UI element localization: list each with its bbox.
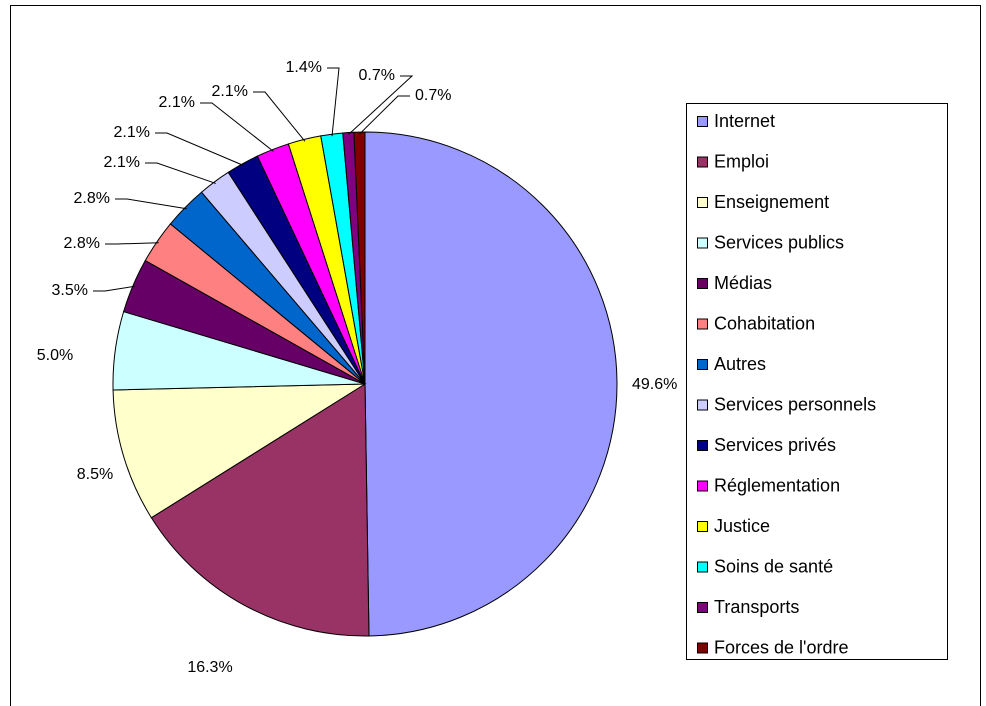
data-label: 2.8%: [64, 235, 100, 252]
leader-line: [93, 285, 135, 292]
legend-swatch: [697, 521, 708, 532]
data-label: 16.3%: [187, 659, 232, 676]
legend-swatch: [697, 116, 708, 127]
legend-swatch: [697, 237, 708, 249]
legend-box: [686, 103, 948, 660]
data-label: 0.7%: [415, 87, 451, 104]
leader-line: [155, 132, 244, 166]
legend-label: Forces de l'ordre: [714, 637, 849, 657]
data-label: 2.8%: [74, 190, 110, 207]
legend-label: Réglementation: [714, 475, 840, 495]
data-label: 2.1%: [159, 94, 195, 111]
data-label: 49.6%: [632, 376, 677, 393]
legend-swatch: [697, 359, 708, 370]
data-label: 2.1%: [114, 124, 150, 141]
legend-label: Transports: [714, 597, 799, 617]
leader-line: [105, 242, 159, 245]
leader-line: [145, 162, 216, 184]
legend-label: Justice: [714, 516, 770, 536]
pie-slice: [112, 383, 367, 519]
data-label: 3.5%: [52, 282, 88, 299]
legend-swatch: [697, 480, 708, 492]
pie-slice: [150, 383, 370, 637]
data-label: 1.4%: [286, 59, 322, 76]
data-label: 8.5%: [77, 466, 113, 483]
data-label: 5.0%: [37, 347, 73, 364]
legend-label: Services privés: [714, 435, 836, 455]
leader-line: [359, 95, 410, 135]
legend-swatch: [697, 318, 708, 330]
legend-label: Soins de santé: [714, 556, 833, 576]
data-label: 2.1%: [104, 154, 140, 171]
legend-swatch: [697, 156, 708, 168]
leader-line: [348, 75, 414, 135]
legend-label: Services personnels: [714, 394, 876, 414]
pie-slice: [364, 131, 618, 637]
legend-label: Enseignement: [714, 192, 829, 212]
legend-swatch: [697, 561, 708, 573]
pie-slice: [353, 131, 366, 385]
legend-swatch: [697, 278, 708, 289]
legend-label: Services publics: [714, 232, 844, 252]
leader-line: [115, 198, 187, 210]
legend-swatch: [697, 602, 708, 613]
legend-label: Médias: [714, 273, 772, 293]
leader-line: [327, 67, 340, 137]
legend-label: Autres: [714, 354, 766, 374]
legend-label: Emploi: [714, 151, 769, 171]
legend-label: Internet: [714, 111, 775, 131]
legend-label: Cohabitation: [714, 313, 815, 333]
chart-frame: [10, 5, 981, 706]
leader-line: [253, 91, 306, 142]
data-label: 2.1%: [212, 83, 248, 100]
data-label: 0.7%: [359, 67, 395, 84]
legend-swatch: [697, 197, 708, 208]
leader-line: [200, 102, 274, 152]
legend-swatch: [697, 440, 708, 451]
legend-swatch: [697, 399, 708, 411]
legend-swatch: [697, 642, 708, 654]
